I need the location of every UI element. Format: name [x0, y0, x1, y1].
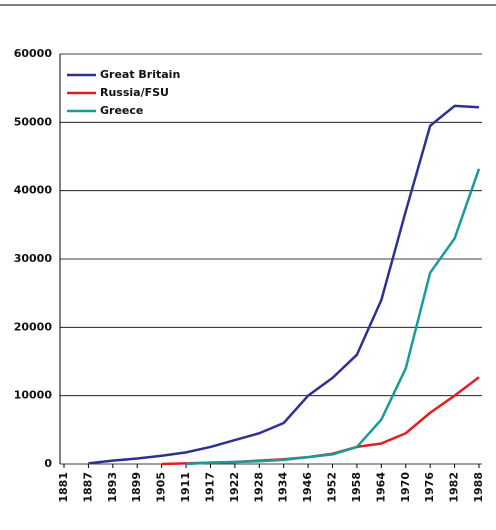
legend-label: Great Britain: [100, 68, 180, 81]
y-tick-label: 10000: [14, 389, 53, 402]
x-tick-label: 1917: [203, 472, 216, 503]
x-tick-label: 1946: [301, 472, 314, 503]
series-line: [185, 168, 481, 466]
x-tick-label: 1958: [350, 472, 363, 503]
x-tick-label: 1988: [472, 472, 485, 503]
x-tick-label: 1899: [130, 472, 143, 503]
x-tick-label: 1905: [155, 472, 168, 503]
x-tick-label: 1922: [228, 472, 241, 503]
x-tick-label: 1893: [106, 472, 119, 503]
y-tick-label: 40000: [14, 184, 53, 197]
series-line: [88, 104, 480, 465]
x-tick-label: 1964: [374, 472, 387, 503]
x-tick-label: 1887: [81, 472, 94, 503]
x-tick-label: 1976: [423, 472, 436, 503]
y-tick-label: 20000: [14, 320, 53, 333]
legend-label: Russia/FSU: [100, 86, 169, 99]
y-tick-label: 0: [44, 457, 52, 470]
x-tick-label: 1934: [277, 472, 290, 503]
x-tick-label: 1982: [448, 472, 461, 503]
x-tick-label: 1928: [252, 472, 265, 503]
x-tick-label: 1970: [399, 472, 412, 503]
x-tick-label: 1952: [326, 472, 339, 503]
series-line: [161, 376, 480, 466]
legend-label: Greece: [100, 104, 143, 117]
y-tick-label: 60000: [14, 47, 53, 60]
y-tick-label: 50000: [14, 115, 53, 128]
x-tick-label: 1881: [57, 472, 70, 503]
x-tick-label: 1911: [179, 472, 192, 503]
y-tick-label: 30000: [14, 252, 53, 265]
